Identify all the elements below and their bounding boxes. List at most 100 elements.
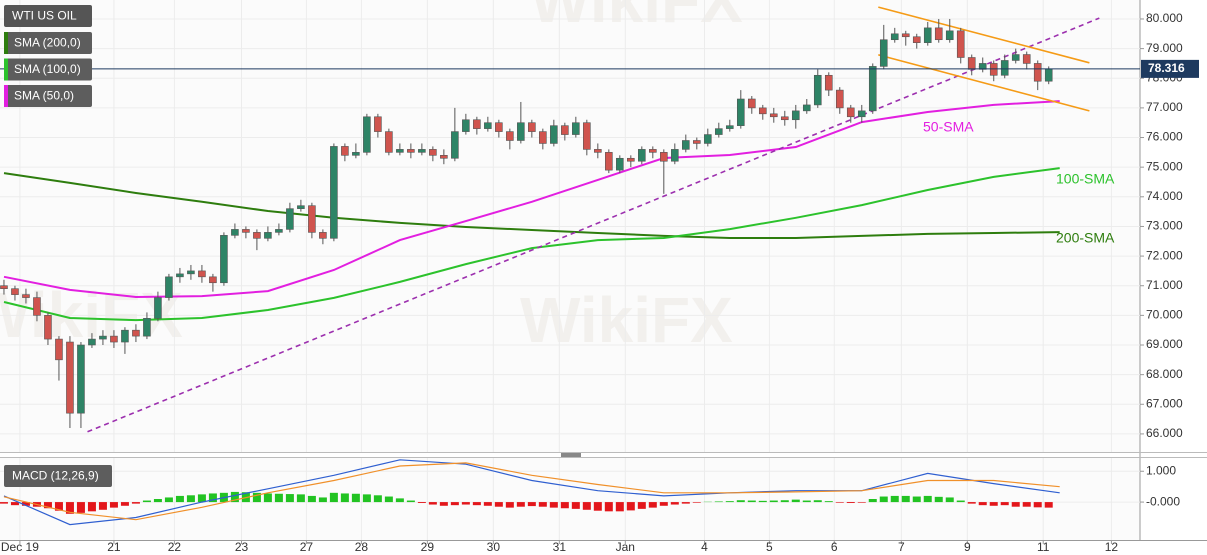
macd-histogram-bar: [296, 494, 305, 503]
macd-histogram-bar: [186, 495, 195, 503]
macd-histogram-bar: [384, 496, 393, 503]
y-tick-label: 68.000: [1146, 367, 1183, 381]
candle-body: [736, 98, 745, 126]
y-tick-label: 74.000: [1146, 189, 1183, 203]
candle-body: [539, 131, 547, 144]
y-tick-label: -0.000: [1146, 494, 1180, 508]
x-tick-label: 11: [1037, 540, 1050, 554]
legend: WTI US OIL SMA (200,0) SMA (100,0) SMA (50…: [4, 5, 112, 487]
macd-histogram-bar: [879, 496, 888, 503]
macd-histogram-bar: [10, 502, 19, 506]
macd-histogram-bar: [824, 501, 833, 503]
macd-histogram-bar: [527, 502, 536, 507]
candle-body: [528, 122, 536, 132]
x-tick-label: Dec 19: [1, 540, 39, 554]
y-tick-label: 80.000: [1146, 11, 1183, 25]
macd-histogram-bar: [329, 492, 338, 503]
candle-body: [967, 57, 976, 70]
candle-body: [11, 288, 19, 295]
macd-histogram-bar: [725, 501, 734, 503]
legend-swatch: [4, 58, 8, 81]
candle-body: [627, 157, 635, 162]
price-tag-label: 78.316: [1148, 61, 1185, 75]
y-tick-label: 67.000: [1146, 396, 1183, 410]
candle-body: [77, 344, 85, 414]
x-tick-label: 22: [168, 540, 182, 554]
candle-body: [275, 229, 283, 233]
candle-body: [176, 273, 184, 278]
candle-body: [242, 229, 250, 233]
candle-body: [121, 329, 129, 343]
candle-body: [66, 341, 74, 414]
legend-box: [4, 58, 92, 81]
candle-body: [835, 89, 844, 109]
macd-line: [3, 459, 1060, 526]
candle-body: [934, 27, 943, 41]
macd-histogram-bar: [747, 500, 756, 503]
candle-body: [594, 149, 602, 153]
candle-body: [55, 338, 63, 361]
legend-box: [4, 85, 92, 107]
y-tick-label: 66.000: [1146, 426, 1183, 440]
candle-body: [396, 149, 404, 153]
title-box: [4, 5, 92, 27]
sma-annotation: 200-SMA: [1056, 230, 1115, 246]
candle-body: [846, 107, 855, 118]
x-tick-label: 30: [487, 540, 501, 554]
panel-resize-handle[interactable]: [561, 453, 581, 457]
candle-body: [638, 149, 646, 162]
macd-histogram-bar: [549, 502, 558, 508]
candle-body: [583, 122, 591, 150]
macd-histogram-bar: [978, 502, 987, 506]
legend-label: SMA (200,0): [14, 36, 81, 50]
candle-body: [110, 335, 118, 343]
macd-histogram-bar: [604, 502, 613, 512]
candle-body: [473, 119, 481, 129]
candle-body: [912, 36, 921, 43]
macd-histogram-bar: [461, 502, 470, 505]
candle-body: [616, 157, 624, 171]
macd-histogram-bar: [395, 498, 404, 503]
candle-body: [154, 297, 162, 319]
candle-body: [813, 74, 822, 106]
candle-body: [506, 131, 514, 141]
candle-body: [714, 128, 723, 135]
legend-box: [4, 465, 112, 487]
candle-body: [791, 110, 800, 121]
macd-histogram-bar: [109, 502, 118, 508]
watermark: WikiFX: [520, 284, 733, 356]
macd-histogram-bar: [43, 502, 52, 509]
x-tick-label: Jan: [616, 540, 635, 554]
macd-line: [3, 462, 1060, 521]
macd-histogram-bar: [153, 499, 162, 503]
plot: 200-SMA 100-SMA 50-SMA: [0, 6, 1140, 526]
sma-line: [3, 167, 1060, 322]
macd-histogram-bar: [857, 502, 866, 503]
candle-body: [462, 119, 470, 132]
candle-body: [22, 294, 30, 298]
x-tick-label: 12: [1105, 540, 1119, 554]
macd-histogram-bar: [780, 500, 789, 503]
legend-label: SMA (100,0): [14, 62, 81, 76]
macd-histogram-bar: [494, 502, 503, 507]
macd-histogram-bar: [901, 495, 910, 503]
candle-body: [495, 122, 503, 132]
macd-histogram-bar: [890, 495, 899, 503]
macd-histogram-bar: [21, 502, 30, 506]
candle-body: [33, 297, 41, 316]
macd-histogram-bar: [87, 502, 96, 512]
candle-body: [374, 116, 382, 132]
macd-histogram-bar: [956, 500, 965, 503]
macd-histogram-bar: [681, 502, 690, 504]
macd-histogram-bar: [76, 502, 85, 513]
macd-histogram-bar: [1044, 502, 1053, 508]
candle-body: [660, 152, 668, 162]
y-tick-label: 69.000: [1146, 337, 1183, 351]
macd-histogram-bar: [120, 502, 129, 506]
candle-body: [1044, 68, 1053, 82]
y-tick-label: 76.000: [1146, 130, 1183, 144]
candle-body: [286, 208, 294, 230]
sma-annotation: 100-SMA: [1056, 171, 1115, 187]
candle-body: [253, 232, 261, 239]
